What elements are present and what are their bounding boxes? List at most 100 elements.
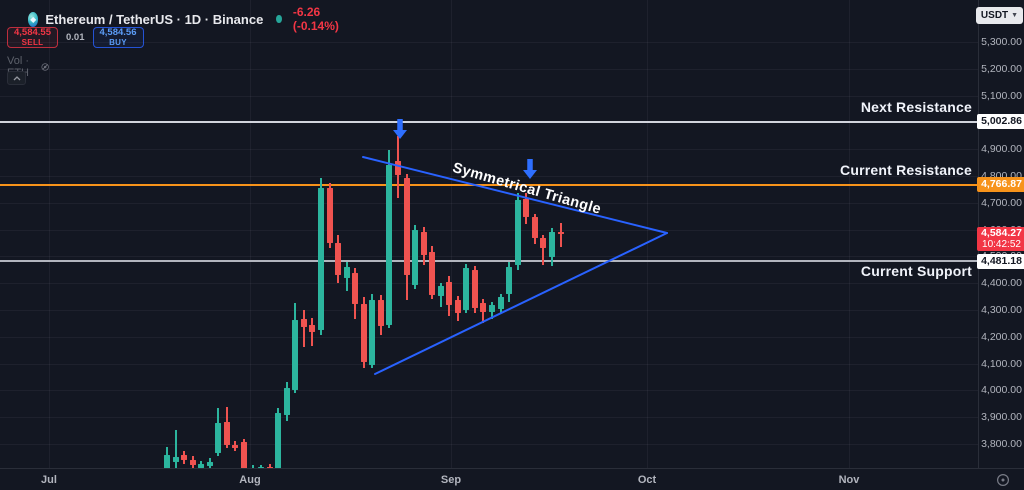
candle-body — [428, 251, 436, 295]
candle-wick — [260, 464, 262, 468]
candle-wick — [303, 310, 305, 347]
candle-body — [385, 164, 393, 326]
triangle-upper-trendline[interactable] — [362, 156, 668, 234]
h-gridline — [0, 283, 978, 285]
candle-body — [240, 441, 248, 468]
price-tick-label: 4,200.00 — [981, 330, 1022, 343]
candle-body — [300, 318, 308, 327]
candle-wick — [542, 235, 544, 265]
current-resistance-price-label: 4,766.87 — [977, 177, 1024, 193]
candle-body — [548, 232, 556, 257]
current-support-price-label: 4,481.18 — [977, 253, 1024, 269]
buy-label: BUY — [109, 38, 127, 48]
v-gridline — [451, 0, 452, 468]
candle-body — [214, 422, 222, 453]
candle-body — [308, 324, 316, 333]
current-support-label[interactable]: Current Support — [860, 263, 972, 280]
candle-body — [479, 302, 487, 313]
candle-body — [351, 272, 359, 305]
h-gridline — [0, 390, 978, 392]
candle-body — [223, 421, 231, 445]
candle-body — [531, 217, 539, 238]
next-resistance-price-label: 5,002.86 — [977, 114, 1024, 130]
price-tick-label: 3,900.00 — [981, 411, 1022, 424]
candle-wick — [269, 464, 271, 468]
candle-body — [471, 269, 479, 308]
h-gridline — [0, 95, 978, 97]
axis-settings-icon[interactable] — [995, 472, 1011, 488]
candle-body — [180, 454, 188, 460]
time-axis-label-sep: Sep — [440, 474, 462, 486]
candle-body — [291, 319, 299, 390]
price-tick-label: 4,000.00 — [981, 384, 1022, 397]
candle-body — [368, 299, 376, 365]
collapse-panel-button[interactable] — [7, 71, 26, 85]
candle-wick — [252, 465, 254, 468]
candle-body — [420, 232, 428, 255]
price-tick-label: 5,100.00 — [981, 89, 1022, 102]
candle-body — [231, 444, 239, 448]
candle-body — [257, 466, 265, 468]
h-gridline — [0, 417, 978, 419]
triangle-lower-trendline[interactable] — [374, 232, 668, 375]
chevron-down-icon: ▼ — [1011, 12, 1019, 19]
symbol-title[interactable]: Ethereum / TetherUS · 1D · Binance — [45, 11, 264, 27]
price-tick-label: 4,900.00 — [981, 143, 1022, 156]
h-gridline — [0, 122, 978, 124]
candle-wick — [175, 429, 177, 468]
current-support-line[interactable] — [0, 260, 978, 263]
time-axis-label-nov: Nov — [838, 474, 860, 486]
candle-body — [454, 299, 462, 313]
currency-toggle-button[interactable]: USDT ▼ — [976, 7, 1023, 24]
current-resistance-label[interactable]: Current Resistance — [840, 161, 972, 178]
sell-price: 4,584.55 — [14, 26, 51, 38]
h-gridline — [0, 68, 978, 70]
v-gridline — [849, 0, 850, 468]
time-axis[interactable]: Jul Aug Sep Oct Nov — [0, 468, 1024, 490]
next-resistance-line[interactable] — [0, 120, 978, 123]
time-axis-label-oct: Oct — [637, 474, 657, 486]
price-tick-label: 4,300.00 — [981, 304, 1022, 316]
market-status-dot — [276, 15, 282, 23]
price-change: -6.26 (-0.14%) — [292, 5, 339, 33]
candle-body — [445, 281, 453, 305]
candle-body — [394, 160, 402, 175]
chevron-up-icon — [13, 75, 20, 80]
down-arrow-1[interactable] — [393, 119, 407, 139]
price-tick-label: 5,200.00 — [981, 62, 1022, 75]
h-gridline — [0, 42, 978, 43]
eth-logo-icon: ◆ — [28, 11, 39, 27]
next-resistance-label[interactable]: Next Resistance — [860, 98, 972, 115]
candle-body — [343, 266, 351, 278]
down-arrow-2[interactable] — [523, 159, 537, 179]
candle-body — [326, 188, 334, 243]
price-tick-label: 4,100.00 — [981, 357, 1022, 370]
current-resistance-line[interactable] — [0, 183, 978, 186]
candle-body — [317, 188, 325, 331]
candle-body — [411, 229, 419, 285]
candle-body — [334, 243, 342, 275]
candle-body — [274, 412, 282, 468]
time-axis-label-jul: Jul — [41, 474, 57, 486]
candle-body — [557, 231, 565, 234]
candle-wick — [560, 222, 562, 247]
sell-button[interactable]: 4,584.55 SELL — [7, 27, 58, 48]
price-axis[interactable]: USDT ▼ 5,300.005,200.005,100.005,000.004… — [976, 0, 1024, 468]
h-gridline — [0, 256, 978, 258]
candle-body — [462, 267, 470, 310]
price-tick-label: 5,300.00 — [981, 36, 1022, 48]
currency-label: USDT — [980, 10, 1009, 21]
candle-body — [437, 285, 445, 297]
v-gridline — [647, 0, 648, 468]
spread-value: 0.01 — [66, 32, 85, 43]
eye-off-icon[interactable] — [41, 60, 49, 74]
v-gridline — [49, 0, 50, 468]
candle-body — [197, 463, 205, 468]
chart-canvas[interactable]: Next Resistance Current Resistance Current… — [0, 0, 978, 468]
price-tick-label: 4,400.00 — [981, 277, 1022, 290]
candle-body — [206, 462, 214, 466]
sell-label: SELL — [21, 38, 44, 48]
buy-button[interactable]: 4,584.56 BUY — [92, 27, 144, 48]
candle-body — [360, 304, 368, 363]
candle-body — [497, 296, 505, 309]
